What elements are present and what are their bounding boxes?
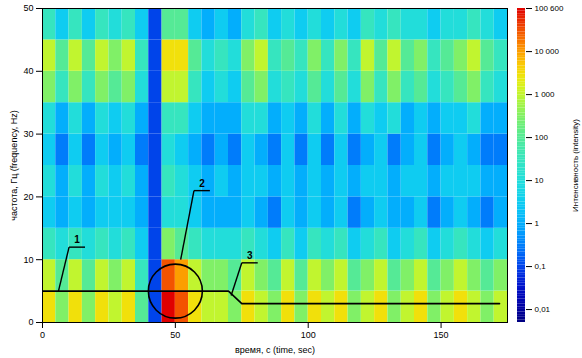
svg-text:10: 10	[23, 255, 33, 265]
svg-text:0: 0	[28, 317, 33, 327]
svg-text:50: 50	[23, 3, 33, 13]
svg-text:40: 40	[23, 66, 33, 76]
svg-text:50: 50	[170, 330, 180, 340]
svg-text:1 000: 1 000	[535, 90, 556, 99]
svg-text:1: 1	[74, 234, 80, 245]
svg-text:3: 3	[247, 250, 253, 261]
svg-text:150: 150	[434, 330, 449, 340]
svg-text:частота, Гц (frequency, Hz): частота, Гц (frequency, Hz)	[9, 110, 19, 220]
svg-text:100: 100	[301, 330, 316, 340]
svg-text:30: 30	[23, 129, 33, 139]
svg-text:Интенсивность (intensity): Интенсивность (intensity)	[571, 119, 580, 212]
svg-text:100 600: 100 600	[535, 4, 564, 13]
svg-text:20: 20	[23, 192, 33, 202]
svg-text:10: 10	[535, 176, 544, 185]
svg-text:10 000: 10 000	[535, 47, 560, 56]
svg-text:0: 0	[40, 330, 45, 340]
svg-text:2: 2	[199, 178, 205, 189]
svg-text:0,1: 0,1	[535, 262, 547, 271]
svg-text:100: 100	[535, 133, 549, 142]
svg-text:0,01: 0,01	[535, 305, 551, 314]
svg-text:время, с (time, sec): время, с (time, sec)	[235, 345, 315, 355]
svg-text:1: 1	[535, 219, 540, 228]
